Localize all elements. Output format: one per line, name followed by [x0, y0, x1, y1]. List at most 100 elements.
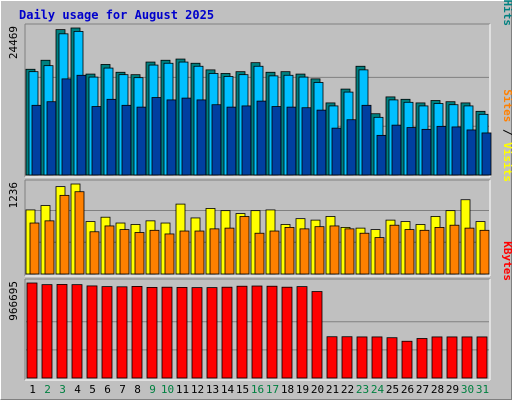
top-bar-pages-day6: [106, 98, 117, 176]
bottom-bar-kbytes-day29: [446, 336, 458, 379]
top-bar-pages-day21: [331, 127, 342, 176]
x-tick-label-day25: 25: [386, 383, 399, 396]
middle-bar-sites-day26: [404, 229, 415, 275]
x-tick-label-day19: 19: [296, 383, 309, 396]
x-tick-label-day23: 23: [356, 383, 369, 396]
middle-bar-sites-day28: [434, 226, 445, 275]
x-tick-label-day1: 1: [29, 383, 36, 396]
bottom-bar-kbytes-day19: [296, 286, 308, 379]
middle-legend-visits: Visits: [501, 142, 512, 182]
top-bar-pages-day13: [211, 104, 222, 176]
top-bar-pages-day2: [46, 101, 57, 176]
bottom-bar-kbytes-day6: [101, 286, 113, 379]
x-tick-label-day9: 9: [149, 383, 156, 396]
middle-bar-sites-day12: [194, 230, 205, 275]
bottom-bar-kbytes-day9: [146, 286, 158, 379]
x-tick-label-day4: 4: [74, 383, 81, 396]
x-tick-label-day11: 11: [176, 383, 189, 396]
x-tick-label-day22: 22: [341, 383, 354, 396]
x-tick-label-day24: 24: [371, 383, 385, 396]
top-legend: Pages / Files / Hits: [501, 0, 512, 26]
top-bar-pages-day26: [406, 127, 417, 176]
top-bar-pages-day7: [121, 104, 132, 176]
middle-bar-sites-day13: [209, 228, 220, 275]
bottom-bar-kbytes-day28: [431, 336, 443, 379]
x-tick-label-day3: 3: [59, 383, 66, 396]
top-bar-pages-day5: [91, 106, 102, 176]
bottom-bar-kbytes-day25: [386, 337, 398, 379]
top-bar-pages-day3: [61, 78, 72, 176]
bottom-bar-kbytes-day17: [266, 285, 278, 379]
middle-bar-sites-day23: [359, 232, 370, 275]
x-tick-label-day13: 13: [206, 383, 219, 396]
top-bar-pages-day27: [421, 128, 432, 176]
x-tick-label-day8: 8: [134, 383, 141, 396]
bottom-max-label: 966695: [7, 281, 20, 321]
bottom-bar-kbytes-day8: [131, 286, 143, 379]
middle-bar-sites-day10: [164, 233, 175, 275]
middle-bar-sites-day8: [134, 232, 145, 275]
middle-bar-sites-day18: [284, 226, 295, 275]
top-bar-pages-day11: [181, 97, 192, 176]
bottom-bar-kbytes-day16: [251, 285, 263, 379]
middle-bar-sites-day27: [419, 229, 430, 275]
top-bar-pages-day4: [76, 74, 87, 176]
middle-bar-sites-day30: [464, 227, 475, 275]
x-tick-label-day16: 16: [251, 383, 264, 396]
bottom-panel: 966695 KBytes: [7, 241, 512, 381]
top-bar-pages-day16: [256, 100, 267, 176]
middle-panel: 1236 Sites / Visits: [7, 89, 512, 277]
top-bar-pages-day22: [346, 119, 357, 176]
bottom-bar-kbytes-day24: [371, 336, 383, 379]
top-bar-pages-day14: [226, 106, 237, 176]
x-tick-label-day31: 31: [476, 383, 489, 396]
top-bar-pages-day15: [241, 105, 252, 176]
middle-legend: Sites / Visits: [501, 89, 512, 182]
x-tick-label-day30: 30: [461, 383, 474, 396]
bottom-bar-kbytes-day15: [236, 285, 248, 379]
bottom-bar-kbytes-day10: [161, 286, 173, 379]
top-bar-pages-day25: [391, 124, 402, 176]
middle-bar-sites-day11: [179, 230, 190, 275]
middle-bar-sites-day21: [329, 225, 340, 275]
top-panel: 24469 Pages / Files / Hits: [7, 0, 512, 178]
top-bar-pages-day10: [166, 99, 177, 176]
bottom-bar-kbytes-day20: [311, 291, 323, 379]
middle-bar-sites-day4: [74, 191, 85, 275]
top-bar-pages-day19: [301, 107, 312, 176]
bottom-bar-kbytes-day26: [401, 340, 413, 379]
top-legend-hits: Hits: [501, 0, 512, 26]
middle-bar-sites-day20: [314, 226, 325, 275]
top-bar-pages-day12: [196, 99, 207, 176]
bottom-bar-kbytes-day23: [356, 336, 368, 379]
x-tick-label-day27: 27: [416, 383, 429, 396]
bottom-bar-kbytes-day11: [176, 286, 188, 379]
bottom-bar-kbytes-day22: [341, 336, 353, 379]
x-tick-label-day6: 6: [104, 383, 111, 396]
middle-bar-sites-day5: [89, 231, 100, 275]
x-tick-label-day28: 28: [431, 383, 444, 396]
top-bar-pages-day24: [376, 134, 387, 176]
bottom-bar-kbytes-day14: [221, 286, 233, 379]
bottom-bar-kbytes-day5: [86, 285, 98, 379]
bottom-bar-kbytes-day27: [416, 338, 428, 379]
x-tick-label-day26: 26: [401, 383, 414, 396]
top-bar-pages-day9: [151, 97, 162, 176]
top-bar-pages-day29: [451, 126, 462, 176]
bottom-bar-kbytes-day21: [326, 336, 338, 379]
bottom-bar-kbytes-day2: [41, 284, 53, 379]
x-tick-label-day7: 7: [119, 383, 126, 396]
x-tick-label-day5: 5: [89, 383, 96, 396]
top-bar-pages-day30: [466, 129, 477, 176]
middle-bar-sites-day22: [344, 228, 355, 275]
middle-bar-sites-day17: [269, 230, 280, 275]
x-tick-label-day10: 10: [161, 383, 174, 396]
bottom-bar-kbytes-day31: [476, 336, 488, 379]
top-bar-pages-day28: [436, 125, 447, 176]
x-tick-label-day20: 20: [311, 383, 324, 396]
x-tick-label-day15: 15: [236, 383, 249, 396]
bottom-legend: KBytes: [501, 241, 512, 281]
middle-bar-sites-day14: [224, 227, 235, 275]
top-bar-pages-day8: [136, 106, 147, 176]
